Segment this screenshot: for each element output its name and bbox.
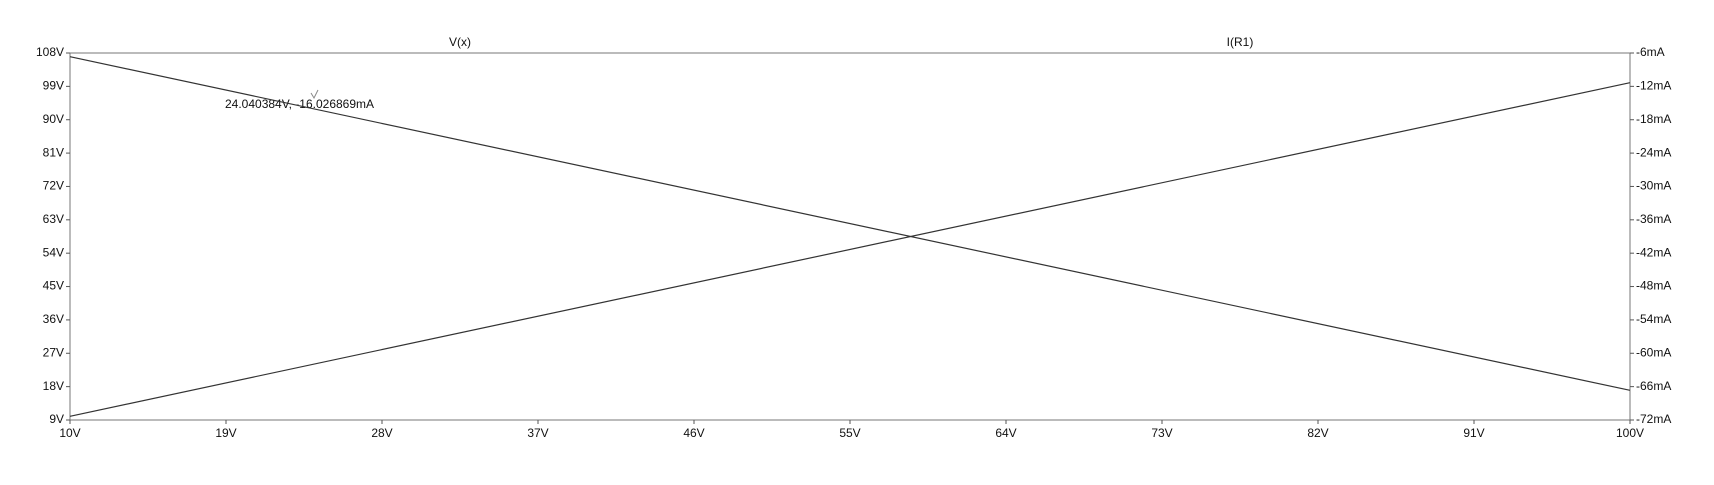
y-tick-label: 9V — [49, 412, 64, 426]
x-tick-label: 10V — [59, 426, 80, 440]
series-line — [69, 56, 1631, 391]
x-tick-label: 73V — [1151, 426, 1172, 440]
y2-tick-label: -18mA — [1636, 112, 1671, 126]
cursor-mark — [310, 89, 319, 100]
x-tick-label: 82V — [1307, 426, 1328, 440]
x-tick-label: 55V — [839, 426, 860, 440]
y2-tick-label: -60mA — [1636, 345, 1671, 359]
x-tick-label: 64V — [995, 426, 1016, 440]
y-tick-label: 72V — [43, 179, 64, 193]
y2-tick-label: -6mA — [1636, 45, 1665, 59]
x-tick-label: 37V — [527, 426, 548, 440]
y2-tick-label: -12mA — [1636, 79, 1671, 93]
series-line — [69, 82, 1631, 417]
x-tick-label: 91V — [1463, 426, 1484, 440]
y2-tick-label: -72mA — [1636, 412, 1671, 426]
y2-tick-label: -66mA — [1636, 379, 1671, 393]
y-tick-label: 27V — [43, 345, 64, 359]
y-tick-label: 108V — [36, 45, 64, 59]
y-tick-label: 18V — [43, 379, 64, 393]
legend-label: I(R1) — [1227, 35, 1254, 49]
y-tick-label: 45V — [43, 279, 64, 293]
x-tick-label: 19V — [215, 426, 236, 440]
y-tick-label: 90V — [43, 112, 64, 126]
cursor-annotation: 24.040384V, -16.026869mA — [225, 97, 374, 111]
x-tick-label: 100V — [1616, 426, 1644, 440]
y2-tick-label: -30mA — [1636, 179, 1671, 193]
y2-tick-label: -36mA — [1636, 212, 1671, 226]
y-tick-label: 99V — [43, 79, 64, 93]
x-tick-label: 28V — [371, 426, 392, 440]
x-tick-label: 46V — [683, 426, 704, 440]
y-tick-label: 63V — [43, 212, 64, 226]
y2-tick-label: -24mA — [1636, 145, 1671, 159]
y-tick-label: 36V — [43, 312, 64, 326]
y-tick-label: 81V — [43, 145, 64, 159]
y-tick-label: 54V — [43, 245, 64, 259]
legend-label: V(x) — [449, 35, 471, 49]
y2-tick-label: -54mA — [1636, 312, 1671, 326]
y2-tick-label: -42mA — [1636, 245, 1671, 259]
y2-tick-label: -48mA — [1636, 279, 1671, 293]
